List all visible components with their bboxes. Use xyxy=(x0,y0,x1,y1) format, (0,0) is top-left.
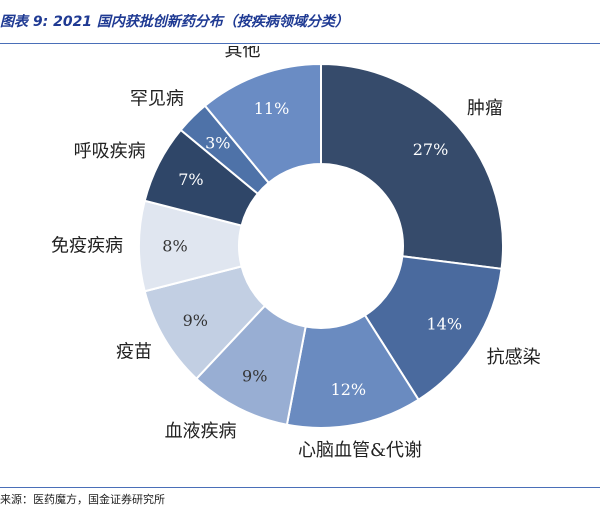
category-label-blood-disease: 血液疾病 xyxy=(165,421,237,442)
value-label-anti-infective: 14% xyxy=(426,315,462,334)
slice-tumor xyxy=(320,62,504,270)
slice-other xyxy=(203,62,322,185)
category-label-vaccine: 疫苗 xyxy=(116,341,152,362)
category-label-immune-disease: 免疫疾病 xyxy=(51,236,123,257)
figure-title: 图表 9: 2021 国内获批创新药分布（按疾病领域分类） xyxy=(0,14,349,30)
category-label-other: 其他 xyxy=(225,46,261,61)
value-label-respiratory-disease: 7% xyxy=(178,170,203,189)
chart-container: 27% 肿瘤 14% 抗感染 12% 心脑血管&代谢 9% 血液疾病 9% 疫苗 8% 免疫疾病 7% 呼… xyxy=(38,40,583,486)
category-label-cardio-metabolic: 心脑血管&代谢 xyxy=(298,440,422,461)
value-label-cardio-metabolic: 12% xyxy=(331,380,367,399)
category-label-respiratory-disease: 呼吸疾病 xyxy=(74,141,146,162)
source-rule xyxy=(0,487,600,488)
value-label-tumor: 27% xyxy=(413,140,449,159)
source-note: 来源：医药魔方，国金证券研究所 xyxy=(0,493,165,506)
value-label-other: 11% xyxy=(254,99,290,118)
value-label-vaccine: 9% xyxy=(183,311,208,330)
donut-chart: 27% 肿瘤 14% 抗感染 12% 心脑血管&代谢 9% 血液疾病 9% 疫苗 8% 免疫疾病 7% 呼… xyxy=(51,40,541,461)
category-label-rare-disease: 罕见病 xyxy=(130,88,184,109)
value-label-rare-disease: 3% xyxy=(205,133,230,152)
category-label-anti-infective: 抗感染 xyxy=(487,347,541,368)
slice-anti-infective xyxy=(363,255,503,402)
value-label-blood-disease: 9% xyxy=(242,367,267,386)
title-rule xyxy=(0,43,600,44)
value-label-immune-disease: 8% xyxy=(162,237,187,256)
category-label-tumor: 肿瘤 xyxy=(467,98,503,119)
